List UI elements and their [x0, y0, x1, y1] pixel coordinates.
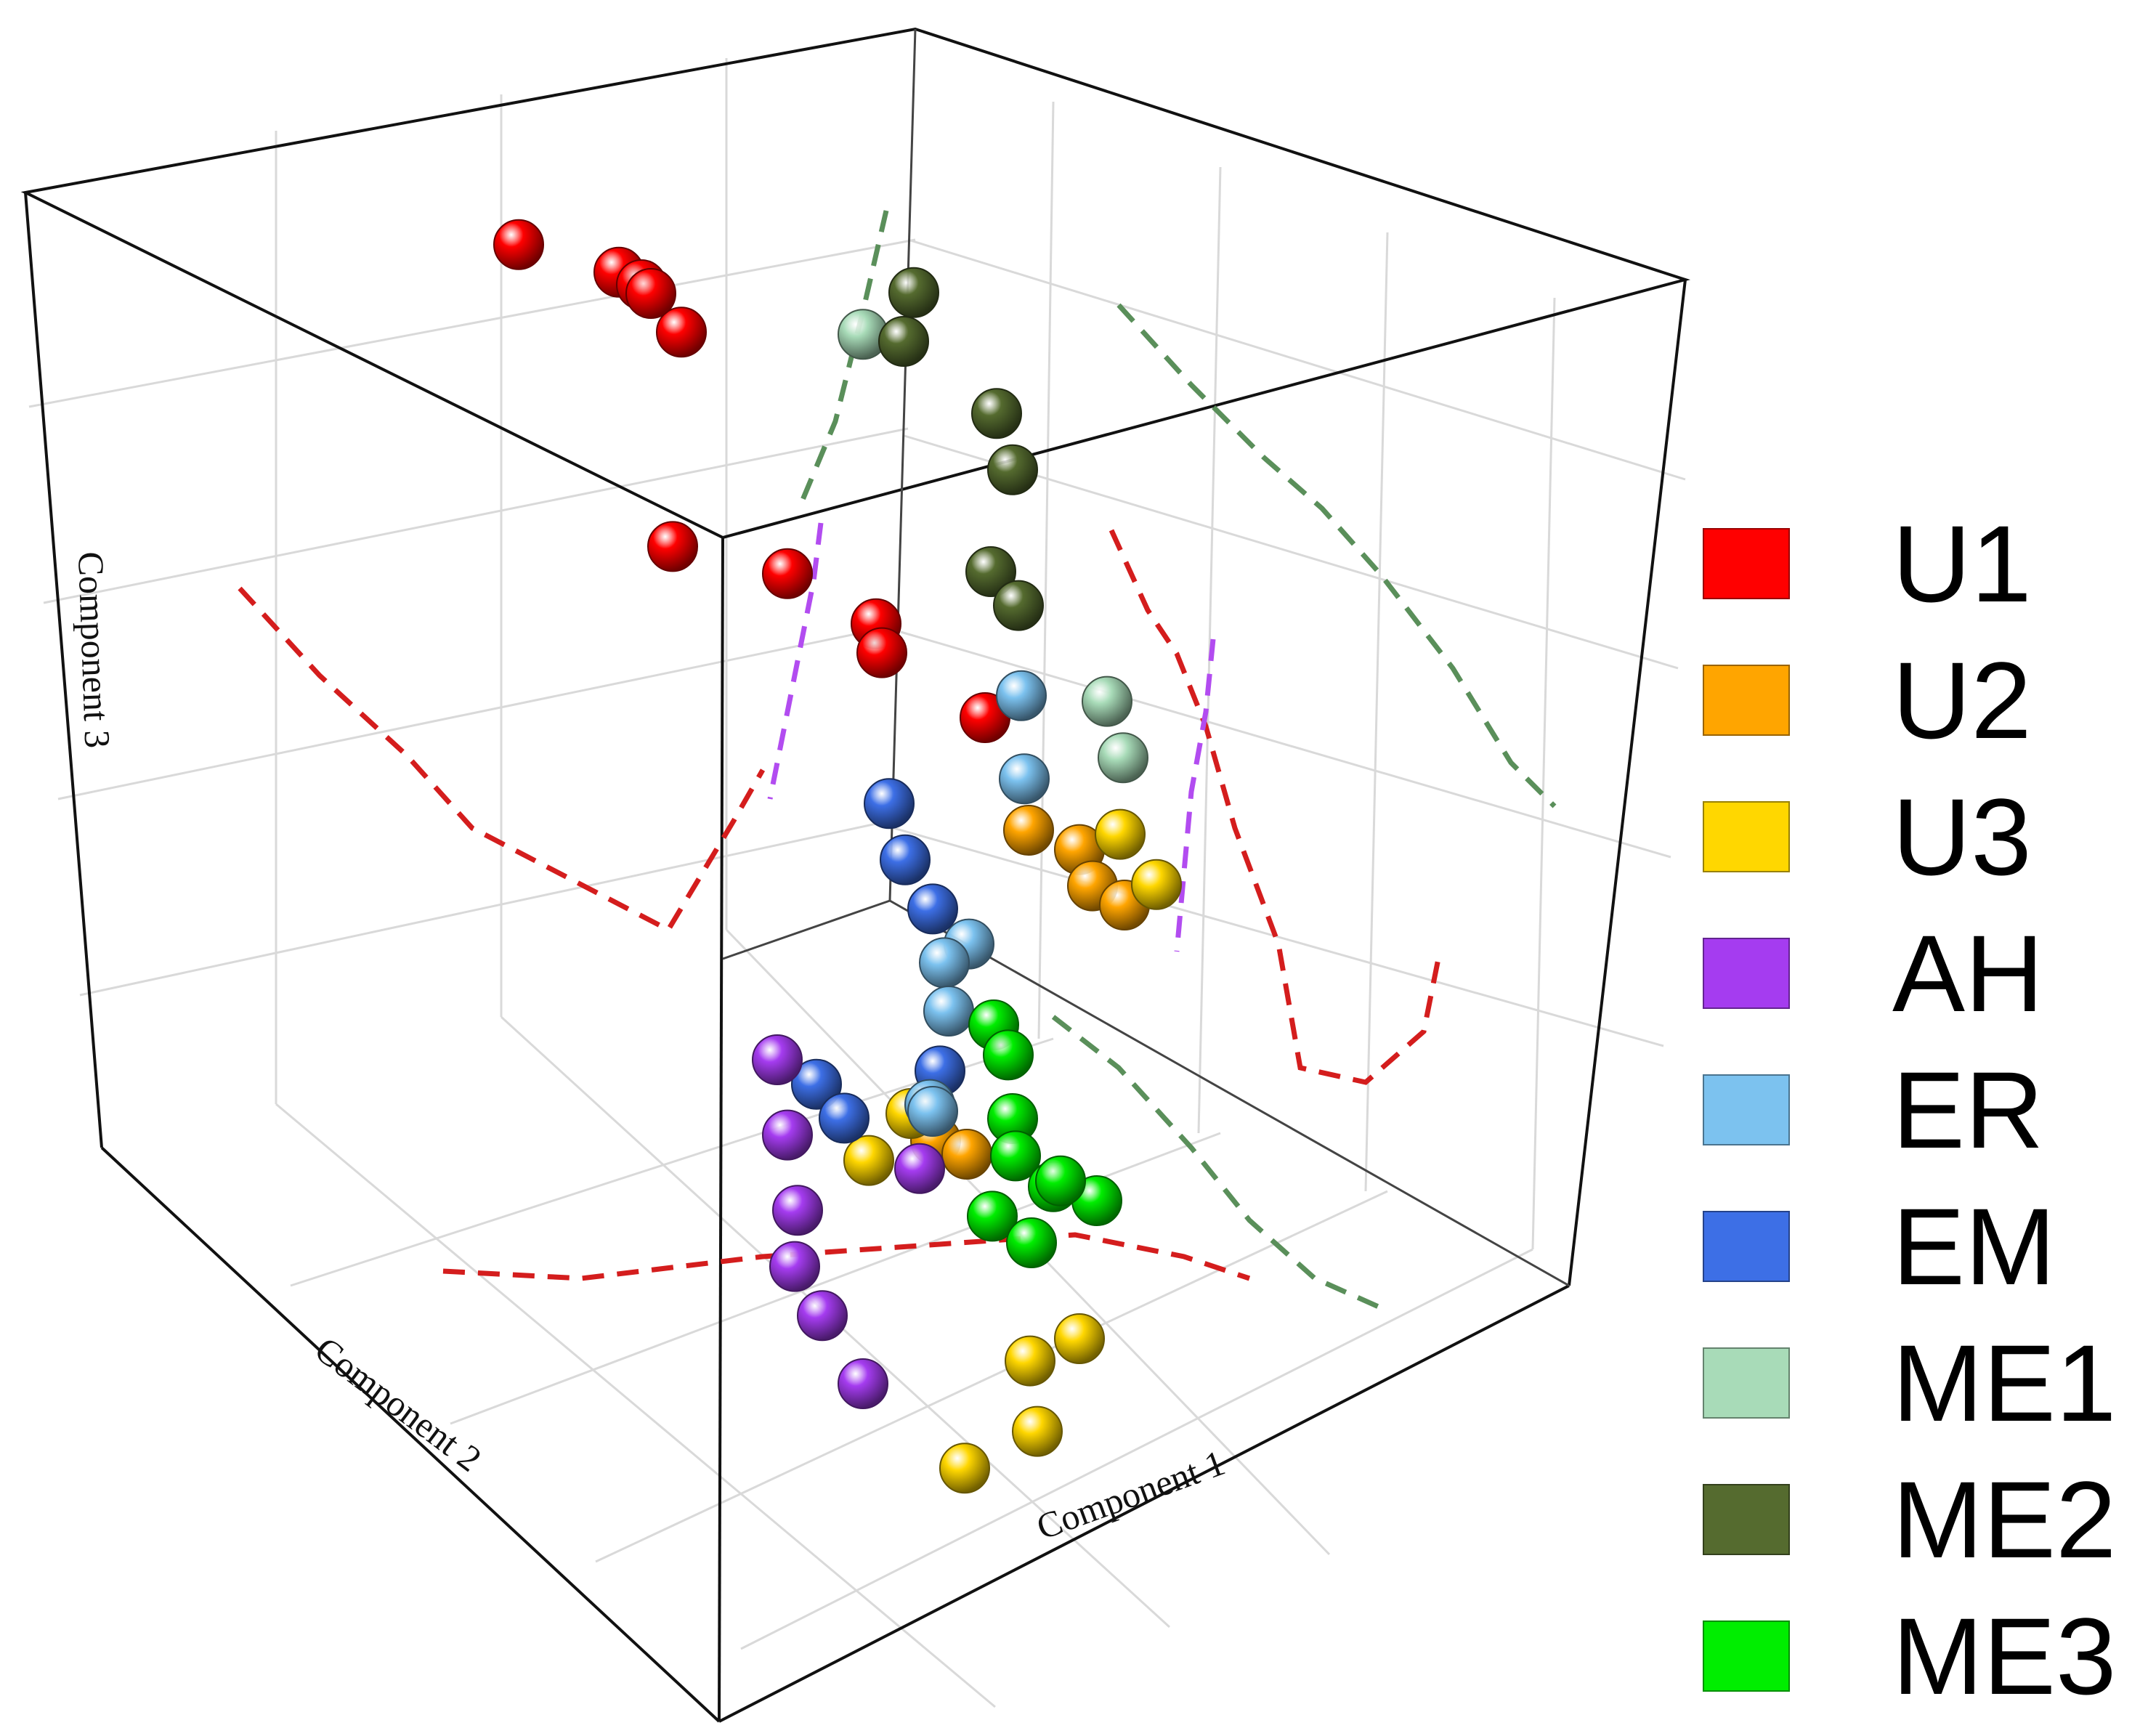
me-trajectory-floor — [1051, 1015, 1382, 1310]
me-trajectory-right — [1116, 303, 1557, 808]
data-markers — [493, 219, 1182, 1494]
point-ah-0 — [752, 1034, 803, 1085]
legend-label-er: ER — [1892, 1049, 2043, 1171]
point-u2-5 — [941, 1129, 992, 1180]
point-em-1 — [880, 834, 931, 885]
point-me2-0 — [971, 388, 1022, 439]
cube-frame — [20, 27, 1691, 1723]
point-em-4 — [791, 1058, 842, 1110]
legend-swatch-me3 — [1703, 1621, 1790, 1692]
point-u3-3 — [843, 1135, 894, 1186]
legend-swatch-ah — [1703, 938, 1790, 1009]
legend-swatch-u3 — [1703, 801, 1790, 872]
point-u1-6 — [762, 548, 813, 599]
point-me2-5 — [878, 316, 929, 367]
chart-grid — [28, 58, 1686, 1708]
ah-trajectory-right — [1174, 638, 1216, 952]
point-er-3 — [919, 937, 970, 989]
point-u1-4 — [656, 307, 707, 358]
me-trajectory-top — [796, 210, 889, 510]
legend-label-me3: ME3 — [1892, 1595, 2116, 1717]
legend-swatch-er — [1703, 1074, 1790, 1145]
point-me3-1 — [990, 1130, 1041, 1182]
point-me3-4 — [1006, 1217, 1057, 1268]
legend-swatch-u2 — [1703, 665, 1790, 736]
legend-swatch-u1 — [1703, 528, 1790, 599]
legend-swatch-me2 — [1703, 1484, 1790, 1555]
point-u1-8 — [856, 627, 907, 678]
point-me2-4 — [888, 267, 939, 318]
u-trajectory-side — [238, 586, 766, 933]
point-u1-3 — [625, 268, 676, 319]
point-me1-1 — [1098, 732, 1148, 784]
legend-label-u1: U1 — [1892, 503, 2032, 625]
axis-label-component-3: Component 3 — [70, 551, 118, 749]
point-u1-5 — [647, 521, 698, 572]
point-me2-2 — [965, 546, 1016, 597]
point-me3-6 — [983, 1029, 1034, 1081]
point-ah-2 — [772, 1185, 823, 1236]
point-u3-5 — [1054, 1313, 1105, 1364]
point-me1-0 — [1082, 676, 1132, 727]
point-ah-3 — [769, 1241, 820, 1292]
point-me2-3 — [993, 580, 1044, 631]
point-u3-7 — [939, 1443, 990, 1494]
point-ah-1 — [762, 1109, 813, 1161]
axis-label-component-1: Component 1 — [1032, 1442, 1231, 1547]
point-u1-0 — [493, 219, 544, 270]
point-ah-4 — [797, 1290, 848, 1342]
point-ah-6 — [894, 1143, 945, 1194]
point-em-2 — [907, 883, 958, 935]
u-trajectory-floor — [442, 1232, 1251, 1281]
point-ah-5 — [838, 1358, 888, 1409]
point-me2-1 — [987, 444, 1038, 495]
legend-label-em: EM — [1892, 1185, 2056, 1307]
point-u3-1 — [1131, 859, 1182, 910]
point-er-6 — [907, 1086, 958, 1137]
legend-label-me2: ME2 — [1892, 1459, 2116, 1581]
point-u3-4 — [1005, 1335, 1055, 1387]
legend: U1 U2 U3 AH ER EM ME1 ME2 ME3 — [1703, 503, 2116, 1717]
trajectory-lines — [238, 210, 1557, 1310]
legend-swatch-me1 — [1703, 1347, 1790, 1419]
axis-label-component-2: Component 2 — [307, 1329, 489, 1480]
point-me3-3 — [967, 1191, 1018, 1242]
point-u3-0 — [1095, 808, 1146, 860]
point-er-0 — [996, 670, 1047, 721]
legend-label-me1: ME1 — [1892, 1322, 2116, 1444]
point-em-5 — [819, 1092, 870, 1144]
legend-label-ah: AH — [1892, 912, 2043, 1034]
ah-trajectory-left — [767, 522, 824, 800]
legend-swatch-em — [1703, 1211, 1790, 1282]
point-u2-0 — [1003, 805, 1054, 856]
u-trajectory-right — [1108, 529, 1441, 1085]
legend-label-u2: U2 — [1892, 639, 2032, 761]
point-em-0 — [864, 778, 915, 830]
point-u3-6 — [1012, 1406, 1063, 1457]
legend-label-u3: U3 — [1892, 776, 2032, 898]
point-er-1 — [999, 753, 1050, 805]
point-er-4 — [923, 986, 974, 1037]
point-me3-7 — [1035, 1155, 1086, 1206]
